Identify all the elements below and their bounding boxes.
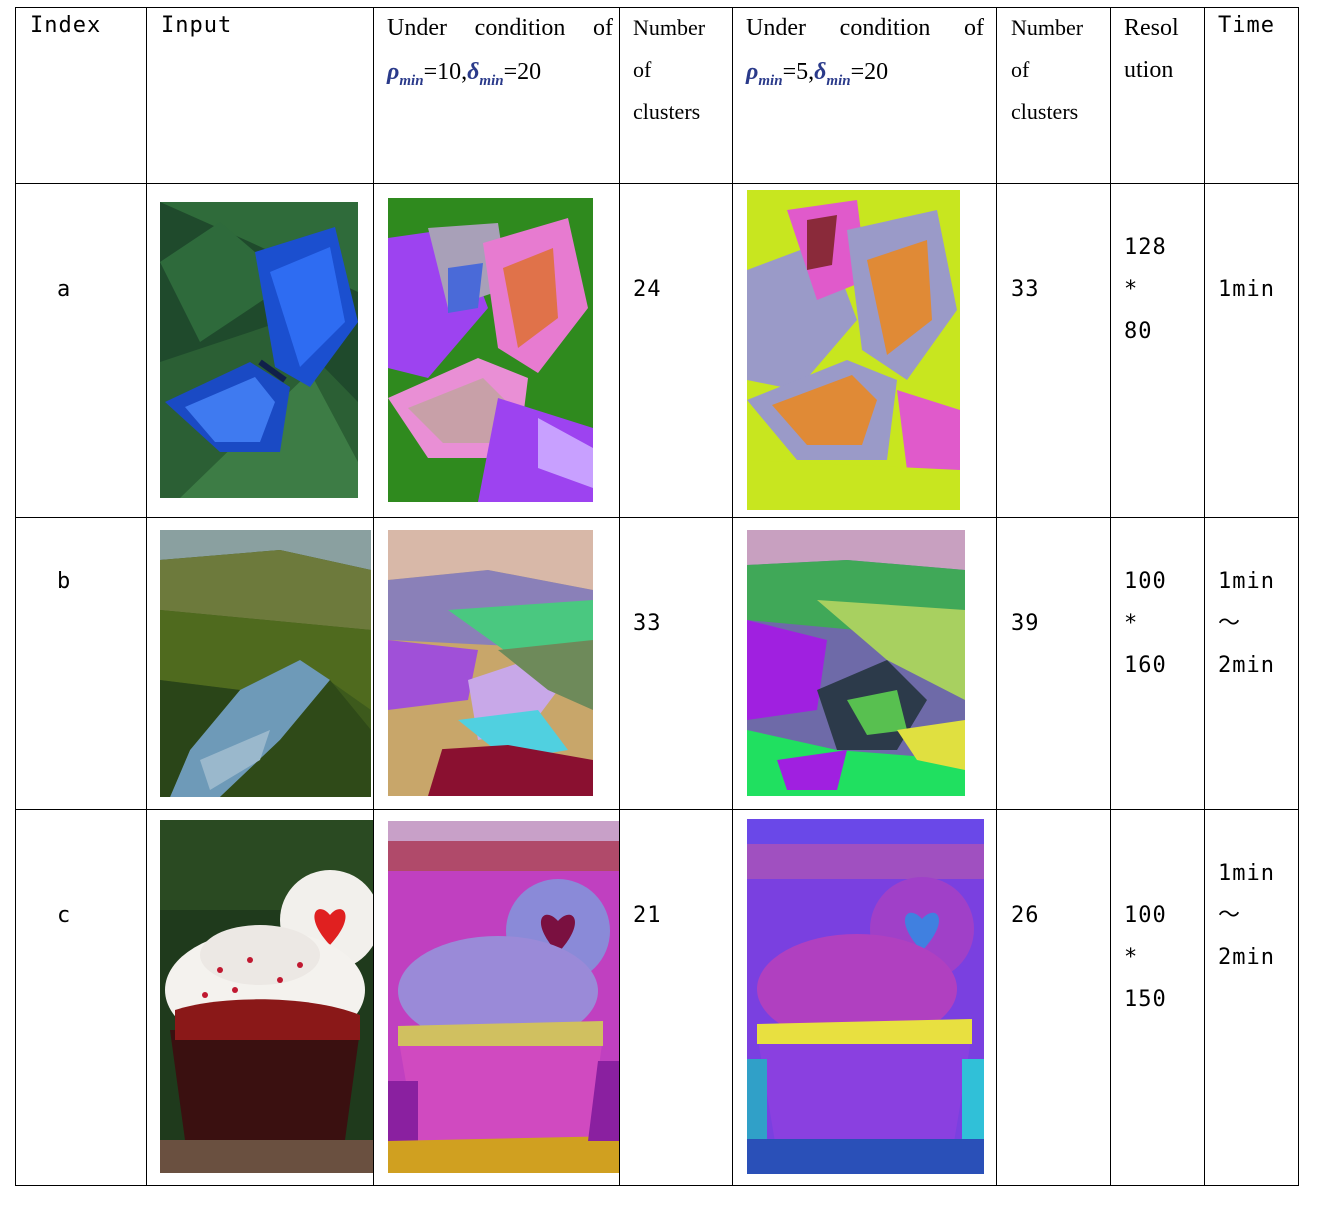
cupcake-photo-icon	[160, 820, 373, 1173]
rho-value: =5,	[782, 59, 815, 85]
row-a-result-10-20-image	[388, 198, 593, 502]
row-a-resolution: 128 * 80	[1124, 227, 1167, 353]
row-b-resolution-times: *	[1124, 611, 1139, 636]
col-divider-8	[1298, 7, 1299, 1186]
butterfly-photo-icon	[160, 202, 358, 498]
river-segmentation-icon	[747, 530, 965, 796]
header-clusters-1: Number of clusters	[633, 7, 705, 133]
delta-symbol: δ	[467, 59, 480, 85]
row-c-input-image	[160, 820, 373, 1173]
table-border-bottom	[15, 1185, 1299, 1186]
rho-symbol: ρ	[746, 59, 759, 85]
row-a-input-image	[160, 202, 358, 498]
river-valley-photo-icon	[160, 530, 371, 797]
row-c-resolution-height: 100	[1124, 903, 1167, 928]
row-c-resolution: 100 * 150	[1124, 895, 1167, 1021]
row-c-result-5-20-image	[747, 819, 984, 1174]
header-clusters-1-line2: of	[633, 57, 652, 82]
rho-subscript: min	[758, 72, 783, 89]
rho-symbol: ρ	[387, 59, 400, 85]
col-divider-3	[619, 7, 620, 1186]
header-resolution-line2: ution	[1124, 57, 1174, 83]
row-c-resolution-width: 150	[1124, 987, 1167, 1012]
row-a-time-value: 1min	[1218, 277, 1275, 302]
col-divider-6	[1110, 7, 1111, 1186]
header-resolution-line1: Resol	[1124, 15, 1179, 41]
header-resolution: Resol ution	[1124, 7, 1179, 91]
row-b-time-min: 1min	[1218, 569, 1275, 594]
row-c-time: 1min ～ 2min	[1218, 853, 1275, 979]
row-b-resolution: 100 * 160	[1124, 561, 1167, 687]
delta-value: =20	[503, 59, 542, 85]
butterfly-segmentation-icon	[388, 198, 593, 502]
header-input: Input	[161, 13, 233, 38]
row-b-time-max: 2min	[1218, 653, 1275, 678]
row-b-clusters-1: 33	[633, 611, 662, 636]
row-b-time: 1min ～ 2min	[1218, 561, 1275, 687]
rho-subscript: min	[399, 72, 424, 89]
col-divider-7	[1204, 7, 1205, 1186]
row-c-time-min: 1min	[1218, 861, 1275, 886]
river-segmentation-icon	[388, 530, 593, 796]
row-b-input-image	[160, 530, 371, 797]
row-c-clusters-1: 21	[633, 903, 662, 928]
header-time: Time	[1218, 13, 1275, 38]
row-c-time-max: 2min	[1218, 945, 1275, 970]
row-b-clusters-2: 39	[1011, 611, 1040, 636]
header-clusters-1-line1: Number	[633, 15, 706, 40]
col-divider-1	[146, 7, 147, 1186]
row-a-index: a	[57, 277, 72, 302]
row-c-clusters-2: 26	[1011, 903, 1040, 928]
row-a-result-5-20-image	[747, 190, 960, 510]
row-a-resolution-times: *	[1124, 277, 1139, 302]
row-a-clusters-1: 24	[633, 277, 662, 302]
cupcake-segmentation-icon	[747, 819, 984, 1174]
results-table: Index Input Under condition of ρmin=10,δ…	[15, 7, 1299, 1186]
row-b-resolution-width: 160	[1124, 653, 1167, 678]
header-condition-1-line1: Under condition of	[387, 15, 613, 41]
row-divider-a-b	[15, 517, 1299, 518]
row-divider-b-c	[15, 809, 1299, 810]
col-divider-2	[373, 7, 374, 1186]
header-clusters-1-line3: clusters	[633, 99, 701, 124]
row-b-time-range-sign: ～	[1218, 611, 1242, 636]
delta-symbol: δ	[814, 59, 827, 85]
row-b-result-10-20-image	[388, 530, 593, 796]
row-c-result-10-20-image	[388, 821, 619, 1173]
row-a-clusters-2: 33	[1011, 277, 1040, 302]
row-a-resolution-width: 80	[1124, 319, 1153, 344]
header-clusters-2-line3: clusters	[1011, 99, 1079, 124]
delta-value: =20	[850, 59, 889, 85]
header-index: Index	[30, 13, 102, 38]
col-divider-0	[15, 7, 16, 1186]
row-c-index: c	[57, 903, 72, 928]
header-condition-1-formula: ρmin=10,δmin=20	[387, 51, 613, 102]
row-b-result-5-20-image	[747, 530, 965, 796]
header-condition-2-line1: Under condition of	[746, 15, 984, 41]
row-b-resolution-height: 100	[1124, 569, 1167, 594]
row-a-resolution-height: 128	[1124, 235, 1167, 260]
butterfly-segmentation-icon	[747, 190, 960, 510]
table-border-top	[15, 7, 1299, 8]
delta-subscript: min	[826, 72, 851, 89]
row-c-resolution-times: *	[1124, 945, 1139, 970]
header-condition-1: Under condition of ρmin=10,δmin=20	[387, 7, 613, 102]
header-condition-2-formula: ρmin=5,δmin=20	[746, 51, 984, 102]
header-clusters-2-line2: of	[1011, 57, 1030, 82]
col-divider-5	[996, 7, 997, 1186]
row-c-time-range-sign: ～	[1218, 903, 1242, 928]
header-clusters-2-line1: Number	[1011, 15, 1084, 40]
header-divider	[15, 183, 1299, 184]
header-condition-2: Under condition of ρmin=5,δmin=20	[746, 7, 984, 102]
delta-subscript: min	[479, 72, 504, 89]
row-a-time: 1min	[1218, 269, 1275, 311]
row-b-index: b	[57, 569, 72, 594]
col-divider-4	[732, 7, 733, 1186]
cupcake-segmentation-icon	[388, 821, 619, 1173]
header-clusters-2: Number of clusters	[1011, 7, 1083, 133]
rho-value: =10,	[423, 59, 468, 85]
